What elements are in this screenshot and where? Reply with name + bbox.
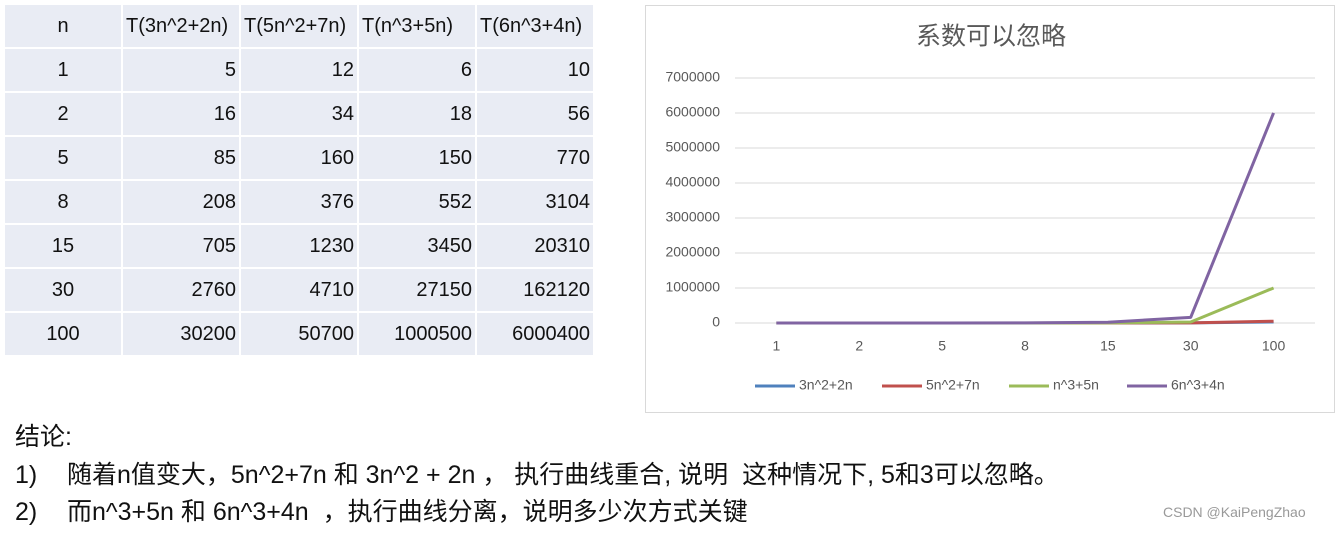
legend-label: 3n^2+2n [799, 377, 853, 393]
table-cell: 5 [5, 137, 121, 179]
table-cell: 1000500 [359, 313, 475, 355]
y-tick-label: 6000000 [665, 104, 720, 120]
table-cell: 2760 [123, 269, 239, 311]
table-cell: 50700 [241, 313, 357, 355]
table-row: 1 5 12 6 10 [5, 49, 593, 91]
header-cell: T(n^3+5n) [359, 5, 475, 47]
x-tick-label: 8 [1021, 338, 1029, 354]
header-cell: n [5, 5, 121, 47]
table-cell: 30200 [123, 313, 239, 355]
y-tick-label: 3000000 [665, 209, 720, 225]
header-cell: T(6n^3+4n) [477, 5, 593, 47]
table-cell: 162120 [477, 269, 593, 311]
table-cell: 8 [5, 181, 121, 223]
x-tick-label: 15 [1100, 338, 1116, 354]
header-row: n T(3n^2+2n) T(5n^2+7n) T(n^3+5n) T(6n^3+4n) [5, 5, 593, 47]
table-row: 100 30200 50700 1000500 6000400 [5, 313, 593, 355]
y-tick-label: 4000000 [665, 174, 720, 190]
table-cell: 1 [5, 49, 121, 91]
x-tick-label: 100 [1262, 338, 1286, 354]
chart-frame [645, 5, 1335, 413]
chart: 系数可以忽略 0 1000000 2000000 3000000 4000000 5000… [645, 5, 1335, 413]
table-cell: 770 [477, 137, 593, 179]
data-table: n T(3n^2+2n) T(5n^2+7n) T(n^3+5n) T(6n^3+4n)… [3, 3, 595, 357]
item-marker: 1) [15, 461, 38, 489]
table-cell: 160 [241, 137, 357, 179]
table-row: 5 85 160 150 770 [5, 137, 593, 179]
table-row: 8 208 376 552 3104 [5, 181, 593, 223]
item-text: 而n^3+5n 和 6n^3+4n ，执行曲线分离，说明多少次方式关键 [67, 498, 748, 526]
legend-label: 5n^2+7n [926, 377, 980, 393]
y-tick-label: 1000000 [665, 279, 720, 295]
y-tick-label: 5000000 [665, 139, 720, 155]
x-tick-label: 5 [938, 338, 946, 354]
conclusion-item: 1) 随着n值变大，5n^2+7n 和 3n^2 + 2n ， 执行曲线重合, 说… [15, 455, 1059, 491]
table-cell: 150 [359, 137, 475, 179]
table-cell: 5 [123, 49, 239, 91]
table-cell: 3450 [359, 225, 475, 267]
table-cell: 6 [359, 49, 475, 91]
table-cell: 18 [359, 93, 475, 135]
table-cell: 10 [477, 49, 593, 91]
table-cell: 1230 [241, 225, 357, 267]
conclusion-item: 2) 而n^3+5n 和 6n^3+4n ，执行曲线分离，说明多少次方式关键 [15, 492, 748, 528]
table-cell: 30 [5, 269, 121, 311]
table-cell: 12 [241, 49, 357, 91]
header-cell: T(3n^2+2n) [123, 5, 239, 47]
y-tick-label: 7000000 [665, 69, 720, 85]
table-cell: 20310 [477, 225, 593, 267]
conclusion-heading: 结论: [15, 423, 72, 451]
table-cell: 552 [359, 181, 475, 223]
series-line [776, 112, 1275, 325]
legend-label: 6n^3+4n [1171, 377, 1225, 393]
y-tick-label: 2000000 [665, 244, 720, 260]
x-tick-label: 30 [1183, 338, 1199, 354]
table-cell: 2 [5, 93, 121, 135]
table-row: 30 2760 4710 27150 162120 [5, 269, 593, 311]
table-cell: 3104 [477, 181, 593, 223]
table-cell: 376 [241, 181, 357, 223]
table-cell: 56 [477, 93, 593, 135]
legend-label: n^3+5n [1053, 377, 1099, 393]
header-cell: T(5n^2+7n) [241, 5, 357, 47]
chart-title: 系数可以忽略 [916, 23, 1066, 51]
table-cell: 15 [5, 225, 121, 267]
table-cell: 34 [241, 93, 357, 135]
table-cell: 6000400 [477, 313, 593, 355]
table-row: 2 16 34 18 56 [5, 93, 593, 135]
table-cell: 27150 [359, 269, 475, 311]
table-cell: 208 [123, 181, 239, 223]
table-cell: 705 [123, 225, 239, 267]
x-tick-label: 2 [855, 338, 863, 354]
x-tick-label: 1 [773, 338, 781, 354]
watermark: CSDN @KaiPengZhao [1163, 504, 1306, 520]
table-cell: 4710 [241, 269, 357, 311]
table-row: 15 705 1230 3450 20310 [5, 225, 593, 267]
table-cell: 100 [5, 313, 121, 355]
table-cell: 16 [123, 93, 239, 135]
item-marker: 2) [15, 498, 38, 526]
item-text: 随着n值变大，5n^2+7n 和 3n^2 + 2n ， 执行曲线重合, 说明 … [67, 461, 1059, 489]
y-tick-label: 0 [712, 314, 720, 330]
table-cell: 85 [123, 137, 239, 179]
